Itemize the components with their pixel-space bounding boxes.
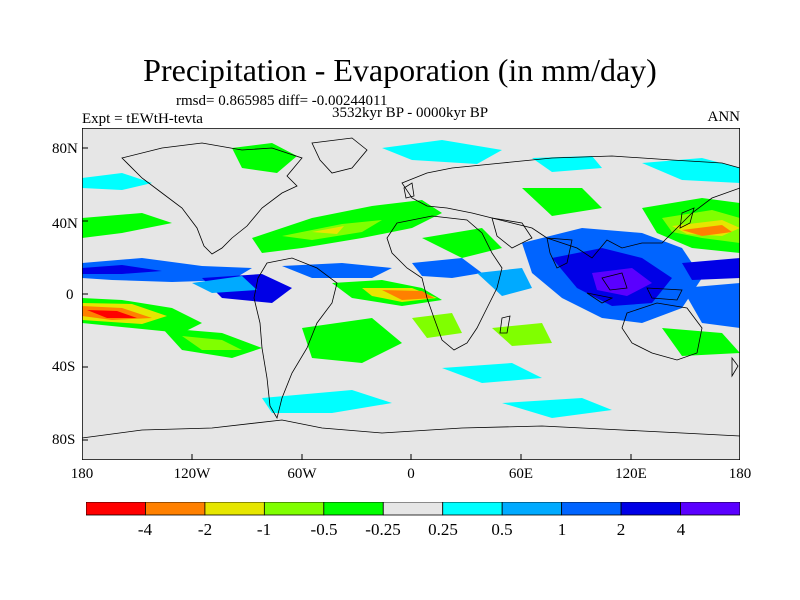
colorbar-label-1: -2	[197, 520, 213, 539]
field-blue-westafrica	[412, 258, 482, 278]
colorbar-label-2: -1	[256, 520, 272, 539]
coast-arabia	[491, 217, 533, 249]
coast-australia	[621, 302, 703, 361]
colorbar-box-5	[382, 502, 444, 516]
lat-label-80s: 80S	[52, 432, 76, 448]
colorbar-label-6: 0.5	[491, 520, 513, 539]
coast-new-zealand	[731, 356, 739, 378]
lat-label-eq: 0	[66, 287, 74, 303]
rmsd-stats: rmsd= 0.865985 diff= -0.00244011	[176, 93, 388, 109]
lon-label-120e: 120E	[615, 466, 647, 482]
field-blue-spcz	[682, 283, 740, 328]
colorbar-box-3	[263, 502, 325, 516]
coastlines	[82, 137, 740, 439]
field-cyan-eurasia	[532, 156, 602, 172]
field-green-sahel	[422, 228, 502, 258]
lon-label-120w: 120W	[173, 466, 211, 482]
colorbar-label-4: -0.25	[365, 520, 401, 539]
colorbar-box-0	[86, 502, 146, 516]
coast-borneo	[601, 272, 628, 291]
coast-uk	[403, 182, 415, 199]
lon-label-0: 0	[407, 466, 415, 482]
colorbar-box-2	[204, 502, 265, 516]
lon-label-180e: 180	[728, 466, 752, 482]
coast-india	[546, 237, 573, 269]
field-cyan-southern-3	[442, 363, 542, 383]
field-cyan-northatlantic	[382, 140, 502, 164]
field-green-npacific	[82, 213, 172, 238]
colorbar-label-7: 1	[557, 520, 567, 539]
coast-japan	[679, 207, 695, 229]
colorbar-box-9	[620, 502, 681, 516]
colorbar-label-9: 4	[676, 520, 686, 539]
field-shading	[82, 140, 740, 418]
field-cyan-southern-2	[502, 398, 612, 418]
colorbar-box-6	[442, 502, 503, 516]
coast-antarctica	[82, 419, 740, 439]
colorbar-box-7	[501, 502, 563, 516]
coast-eurasia	[401, 155, 740, 259]
field-darkblue-itcz-pacific	[82, 265, 162, 274]
field-lightblue-eafrica	[477, 268, 532, 296]
lat-label-80n: 80N	[52, 141, 78, 157]
field-lightblue-epac	[192, 276, 257, 293]
field-orange-atl-eq	[382, 290, 434, 300]
time-period-label: 3532kyr BP - 0000kyr BP	[331, 105, 489, 121]
lon-label-60e: 60E	[508, 466, 534, 482]
colorbar-label-5: 0.25	[428, 520, 458, 539]
colorbar-box-1	[145, 502, 206, 516]
field-yellowgreen-sepacific	[182, 336, 242, 350]
coast-madagascar	[499, 315, 511, 334]
experiment-label: Expt = tEWtH-tevta	[82, 111, 203, 127]
field-green-satlantic	[302, 318, 402, 363]
colorbar-label-0: -4	[137, 520, 153, 539]
field-cyan-southern	[262, 390, 392, 413]
field-green-centralasia	[522, 188, 602, 216]
field-green-tasman	[662, 328, 740, 356]
field-red-spacific	[87, 310, 137, 318]
coast-greenland	[311, 137, 368, 174]
season-label: ANN	[707, 109, 741, 125]
field-yellowgreen-indian	[492, 323, 552, 346]
coast-java	[586, 292, 614, 304]
colorbar-box-4	[323, 502, 384, 516]
field-darkblue-wpacific-eq	[682, 258, 740, 280]
lon-label-60w: 60W	[287, 466, 317, 482]
field-cyan-siberia	[642, 158, 740, 183]
field-cyan-pacific-n	[82, 173, 152, 190]
colorbar-box-8	[561, 502, 622, 516]
lat-label-40n: 40N	[52, 216, 78, 232]
axis-ticks	[82, 147, 632, 460]
coast-new-guinea	[646, 287, 683, 301]
field-orange-wpacific	[682, 225, 732, 236]
pme-map	[82, 128, 740, 460]
colorbar-label-8: 2	[616, 520, 626, 539]
lat-label-40s: 40S	[52, 359, 76, 375]
coast-africa	[386, 215, 503, 351]
field-yellow-atlantic	[312, 226, 344, 234]
coast-north-america	[121, 142, 303, 255]
lon-label-180w: 180	[70, 466, 94, 482]
colorbar-box-10	[680, 502, 740, 516]
field-purple-maritime	[592, 268, 652, 296]
plot-title: Precipitation - Evaporation (in mm/day)	[143, 52, 657, 88]
colorbar	[86, 502, 740, 516]
field-blue-itcz-atlantic	[282, 263, 392, 278]
colorbar-label-3: -0.5	[310, 520, 338, 539]
coast-south-america	[253, 257, 338, 420]
field-blue-itcz-pacific	[82, 258, 252, 282]
